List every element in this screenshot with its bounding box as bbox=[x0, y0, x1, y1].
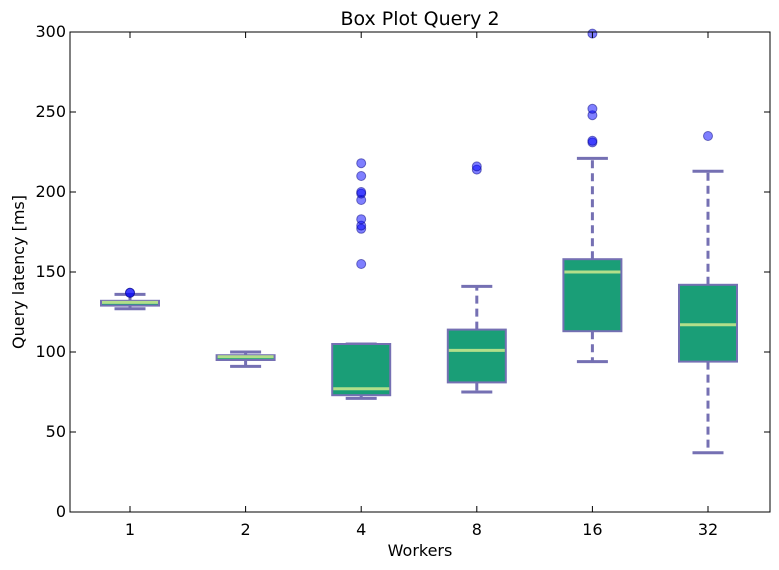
chart-title: Box Plot Query 2 bbox=[340, 8, 499, 30]
box-iqr bbox=[562, 258, 623, 333]
outlier-point bbox=[356, 171, 367, 181]
x-tick-label: 32 bbox=[698, 520, 718, 539]
y-tick-label: 100 bbox=[35, 342, 66, 361]
box-group-4 bbox=[331, 158, 392, 400]
x-tick-label: 16 bbox=[582, 520, 602, 539]
box-group-1 bbox=[100, 287, 160, 311]
outlier-point bbox=[356, 158, 367, 169]
box-iqr bbox=[331, 343, 392, 397]
plot-area bbox=[100, 28, 738, 455]
y-tick-label: 150 bbox=[35, 262, 66, 281]
outlier-point bbox=[471, 161, 482, 172]
y-tick-label: 250 bbox=[35, 102, 66, 121]
outlier-point bbox=[587, 135, 598, 146]
box-group-2 bbox=[215, 350, 276, 368]
y-axis-label: Query latency [ms] bbox=[9, 195, 28, 349]
box-group-8 bbox=[446, 161, 507, 394]
outlier-point bbox=[356, 259, 367, 269]
y-tick-label: 50 bbox=[46, 422, 66, 441]
x-tick-label: 1 bbox=[125, 520, 135, 539]
outlier-point bbox=[356, 187, 367, 197]
outlier-point bbox=[356, 214, 367, 225]
y-tick-label: 300 bbox=[35, 22, 66, 41]
x-tick-label: 4 bbox=[356, 520, 366, 539]
x-tick-label: 2 bbox=[241, 520, 251, 539]
outlier-point bbox=[125, 287, 135, 298]
y-tick-label: 0 bbox=[56, 502, 66, 521]
x-axis-label: Workers bbox=[388, 541, 453, 560]
axes: 0 50 100 150 200 250 300 1 2 4 8 16 32 bbox=[35, 22, 770, 539]
box-iqr bbox=[446, 328, 507, 384]
box-iqr bbox=[678, 283, 738, 363]
outlier-point bbox=[587, 103, 598, 114]
outlier-point bbox=[703, 131, 713, 141]
box-group-32 bbox=[678, 131, 738, 455]
x-tick-label: 8 bbox=[472, 520, 482, 539]
box-group-16 bbox=[562, 28, 623, 364]
y-tick-label: 200 bbox=[35, 182, 66, 201]
